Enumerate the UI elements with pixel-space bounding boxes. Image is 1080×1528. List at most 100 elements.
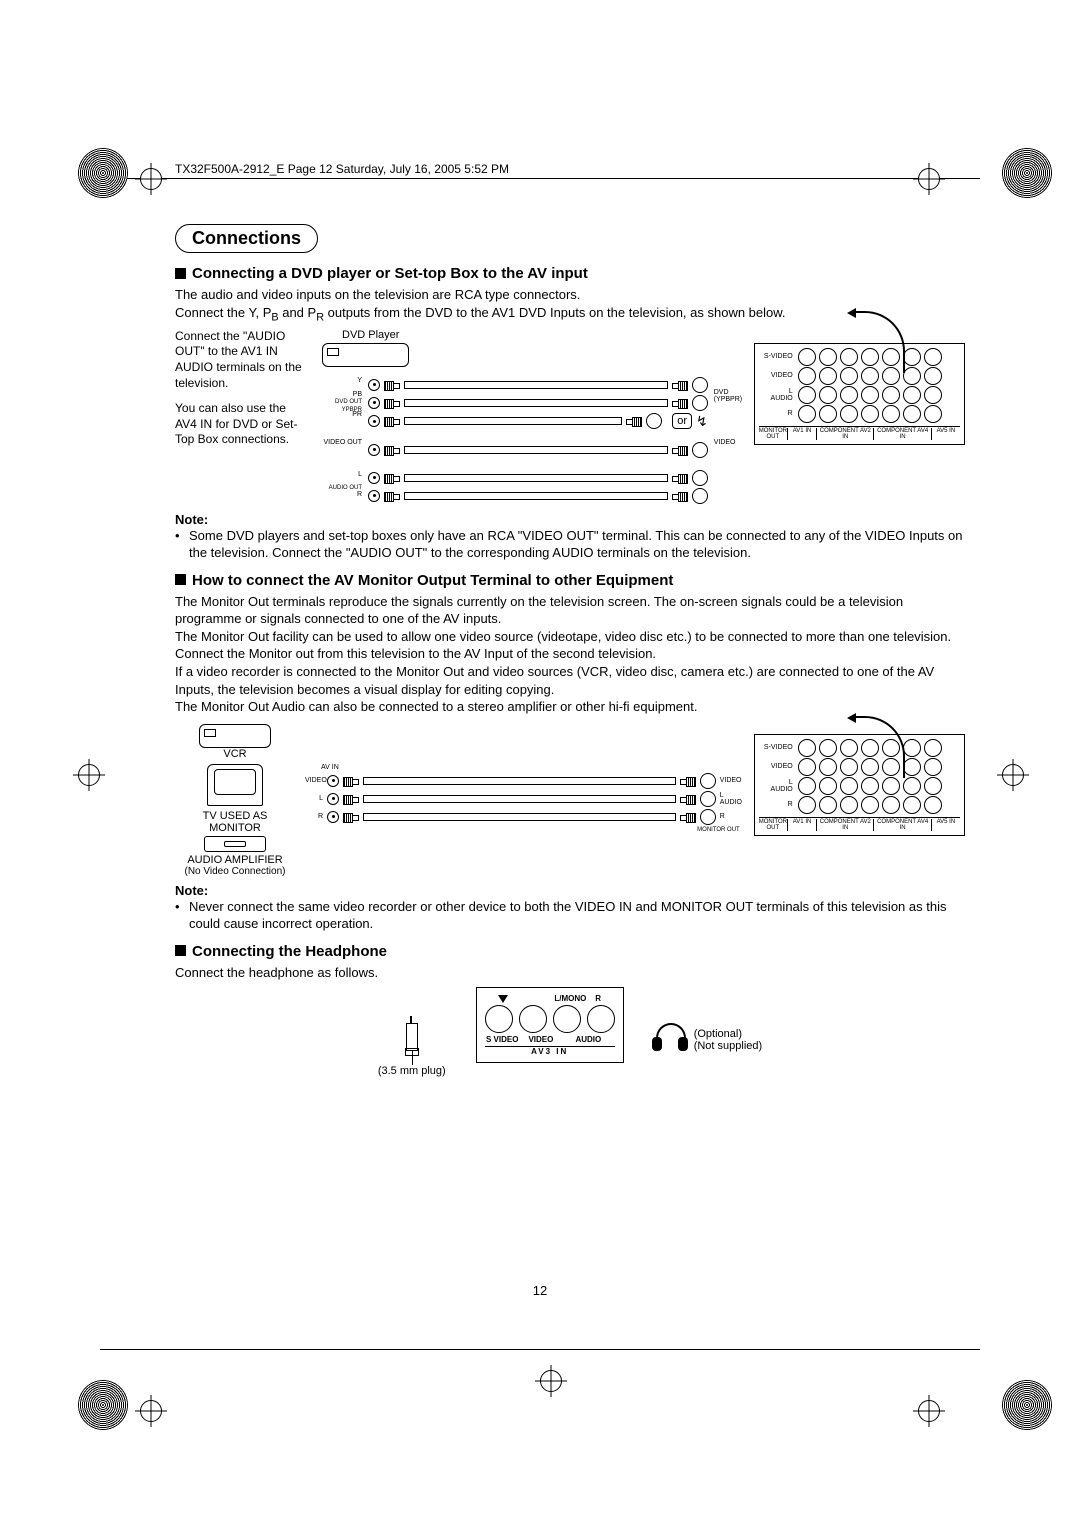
headphone-block: (Optional) (Not supplied) xyxy=(654,987,762,1057)
section3-p1: Connect the headphone as follows. xyxy=(175,964,965,982)
section2-p1: The Monitor Out terminals reproduce the … xyxy=(175,593,965,628)
cable-icon xyxy=(363,813,676,821)
terminal-panel-dvd: S-VIDEO VIDEO LAUDIO R MONITOR OUTAV1 IN… xyxy=(754,329,965,445)
bullet-square-icon xyxy=(175,268,186,279)
plug-block: (3.5 mm plug) xyxy=(378,987,446,1077)
open-plug-icon xyxy=(692,488,708,504)
lbl-dvd-ypbpr: DVD (YPBPR) xyxy=(714,389,742,403)
section1-heading: Connecting a DVD player or Set-top Box t… xyxy=(175,265,965,282)
tp-btm: COMPONENT AV4 IN xyxy=(873,428,930,440)
cable-icon xyxy=(404,417,622,425)
lbl: VIDEO xyxy=(720,777,744,784)
header-meta: TX32F500A-2912_E Page 12 Saturday, July … xyxy=(175,162,965,176)
monitor-out-diagram: VCR TV USED AS MONITOR AUDIO AMPLIFIER (… xyxy=(175,724,965,877)
rca-plug-icon xyxy=(368,472,380,484)
cable-icon xyxy=(363,777,676,785)
cable-end-icon xyxy=(384,417,400,425)
optional-label: (Optional) xyxy=(694,1028,762,1040)
title-pill: Connections xyxy=(175,224,318,253)
jack-icon xyxy=(485,1005,513,1033)
jack-icon xyxy=(519,1005,547,1033)
dvd-side-notes: Connect the "AUDIO OUT" to the AV1 IN AU… xyxy=(175,329,310,448)
rca-plug-icon xyxy=(327,775,339,787)
cable-end-icon xyxy=(384,399,400,407)
dvd-player-icon xyxy=(322,343,409,367)
vcr-label: VCR xyxy=(175,748,295,760)
lbl: L xyxy=(305,795,323,802)
tvmon-label2: MONITOR xyxy=(175,822,295,834)
dvd-cable-area: DVD Player Y PBDVD OUT YPBPR PR VIDEO OU… xyxy=(322,329,742,506)
tv-monitor-icon xyxy=(207,764,263,806)
cable-end-icon xyxy=(626,417,642,425)
section2-heading-text: How to connect the AV Monitor Output Ter… xyxy=(192,572,673,589)
cable-icon xyxy=(404,492,668,500)
rca-plug-icon xyxy=(368,415,380,427)
note1-bullet: Some DVD players and set-top boxes only … xyxy=(175,527,965,562)
plug-label: (3.5 mm plug) xyxy=(378,1065,446,1077)
open-plug-icon xyxy=(692,442,708,458)
dvd-player-label: DVD Player xyxy=(342,329,742,341)
tp-lab: VIDEO xyxy=(759,763,795,770)
tp-btm: MONITOR OUT xyxy=(759,819,787,831)
lbl: R xyxy=(720,813,744,820)
lbl-avin: AV IN xyxy=(321,764,744,771)
tp-lab: LAUDIO xyxy=(759,388,795,402)
arrow-callout-icon xyxy=(853,716,905,778)
bullet-square-icon xyxy=(175,574,186,585)
headphone-panel: L/MONO R S VIDEO VIDEO AUDIO AV3 IN xyxy=(476,987,624,1063)
open-plug-icon xyxy=(700,809,716,825)
amplifier-icon xyxy=(204,836,266,852)
video-label: VIDEO xyxy=(528,1035,553,1044)
cable-end-icon xyxy=(343,777,359,785)
tp-lab: R xyxy=(759,410,795,417)
section2-heading: How to connect the AV Monitor Output Ter… xyxy=(175,572,965,589)
open-plug-icon xyxy=(692,470,708,486)
cable-icon xyxy=(404,399,668,407)
rca-plug-icon xyxy=(368,397,380,409)
open-plug-icon xyxy=(700,791,716,807)
content-area: TX32F500A-2912_E Page 12 Saturday, July … xyxy=(175,162,965,1083)
tp-lab: R xyxy=(759,801,795,808)
cable-end-icon xyxy=(343,813,359,821)
svideo-label: S VIDEO xyxy=(486,1035,518,1044)
lbl: L AUDIO xyxy=(720,792,744,806)
tp-btm: COMPONENT AV2 IN xyxy=(816,428,873,440)
amp-sub: (No Video Connection) xyxy=(175,866,295,877)
open-plug-icon xyxy=(692,395,708,411)
jack-icon xyxy=(553,1005,581,1033)
cable-end-icon xyxy=(672,474,688,482)
section3-heading: Connecting the Headphone xyxy=(175,943,965,960)
note2-bullet: Never connect the same video recorder or… xyxy=(175,898,965,933)
page: TX32F500A-2912_E Page 12 Saturday, July … xyxy=(0,0,1080,1528)
lbl-audioout: L xyxy=(322,457,362,485)
frame-bottom-line xyxy=(100,1349,980,1350)
section2-p3: If a video recorder is connected to the … xyxy=(175,663,965,698)
section3-heading-text: Connecting the Headphone xyxy=(192,943,387,960)
cable-icon xyxy=(363,795,676,803)
lbl-y: Y xyxy=(322,375,362,391)
section2-p2: The Monitor Out facility can be used to … xyxy=(175,628,965,663)
tp-lab: S-VIDEO xyxy=(759,353,795,360)
tp-btm: MONITOR OUT xyxy=(759,428,787,440)
lmono-label: L/MONO R xyxy=(554,994,601,1003)
open-plug-icon xyxy=(646,413,662,429)
monitor-cables: AV IN VIDEOVIDEO LL AUDIO RR MONITOR OUT xyxy=(305,724,744,833)
note-label-2: Note: xyxy=(175,883,965,898)
side-note-1: Connect the "AUDIO OUT" to the AV1 IN AU… xyxy=(175,329,310,391)
page-number: 12 xyxy=(0,1283,1080,1298)
cable-end-icon xyxy=(672,399,688,407)
headphone-icon xyxy=(654,1023,688,1057)
section1-heading-text: Connecting a DVD player or Set-top Box t… xyxy=(192,265,588,282)
open-plug-icon xyxy=(700,773,716,789)
audio-label: AUDIO xyxy=(563,1035,613,1044)
lbl-dvdout: PBDVD OUT YPBPR xyxy=(322,391,362,405)
tp-lab: VIDEO xyxy=(759,372,795,379)
tp-lab: S-VIDEO xyxy=(759,744,795,751)
or-badge: or xyxy=(672,413,692,429)
section1-p1: The audio and video inputs on the televi… xyxy=(175,286,965,304)
dvd-connection-diagram: Connect the "AUDIO OUT" to the AV1 IN AU… xyxy=(175,329,965,506)
left-devices: VCR TV USED AS MONITOR AUDIO AMPLIFIER (… xyxy=(175,724,295,877)
lbl-videoout: VIDEO OUT xyxy=(322,425,362,457)
tp-lab: LAUDIO xyxy=(759,779,795,793)
cable-end-icon xyxy=(672,492,688,500)
